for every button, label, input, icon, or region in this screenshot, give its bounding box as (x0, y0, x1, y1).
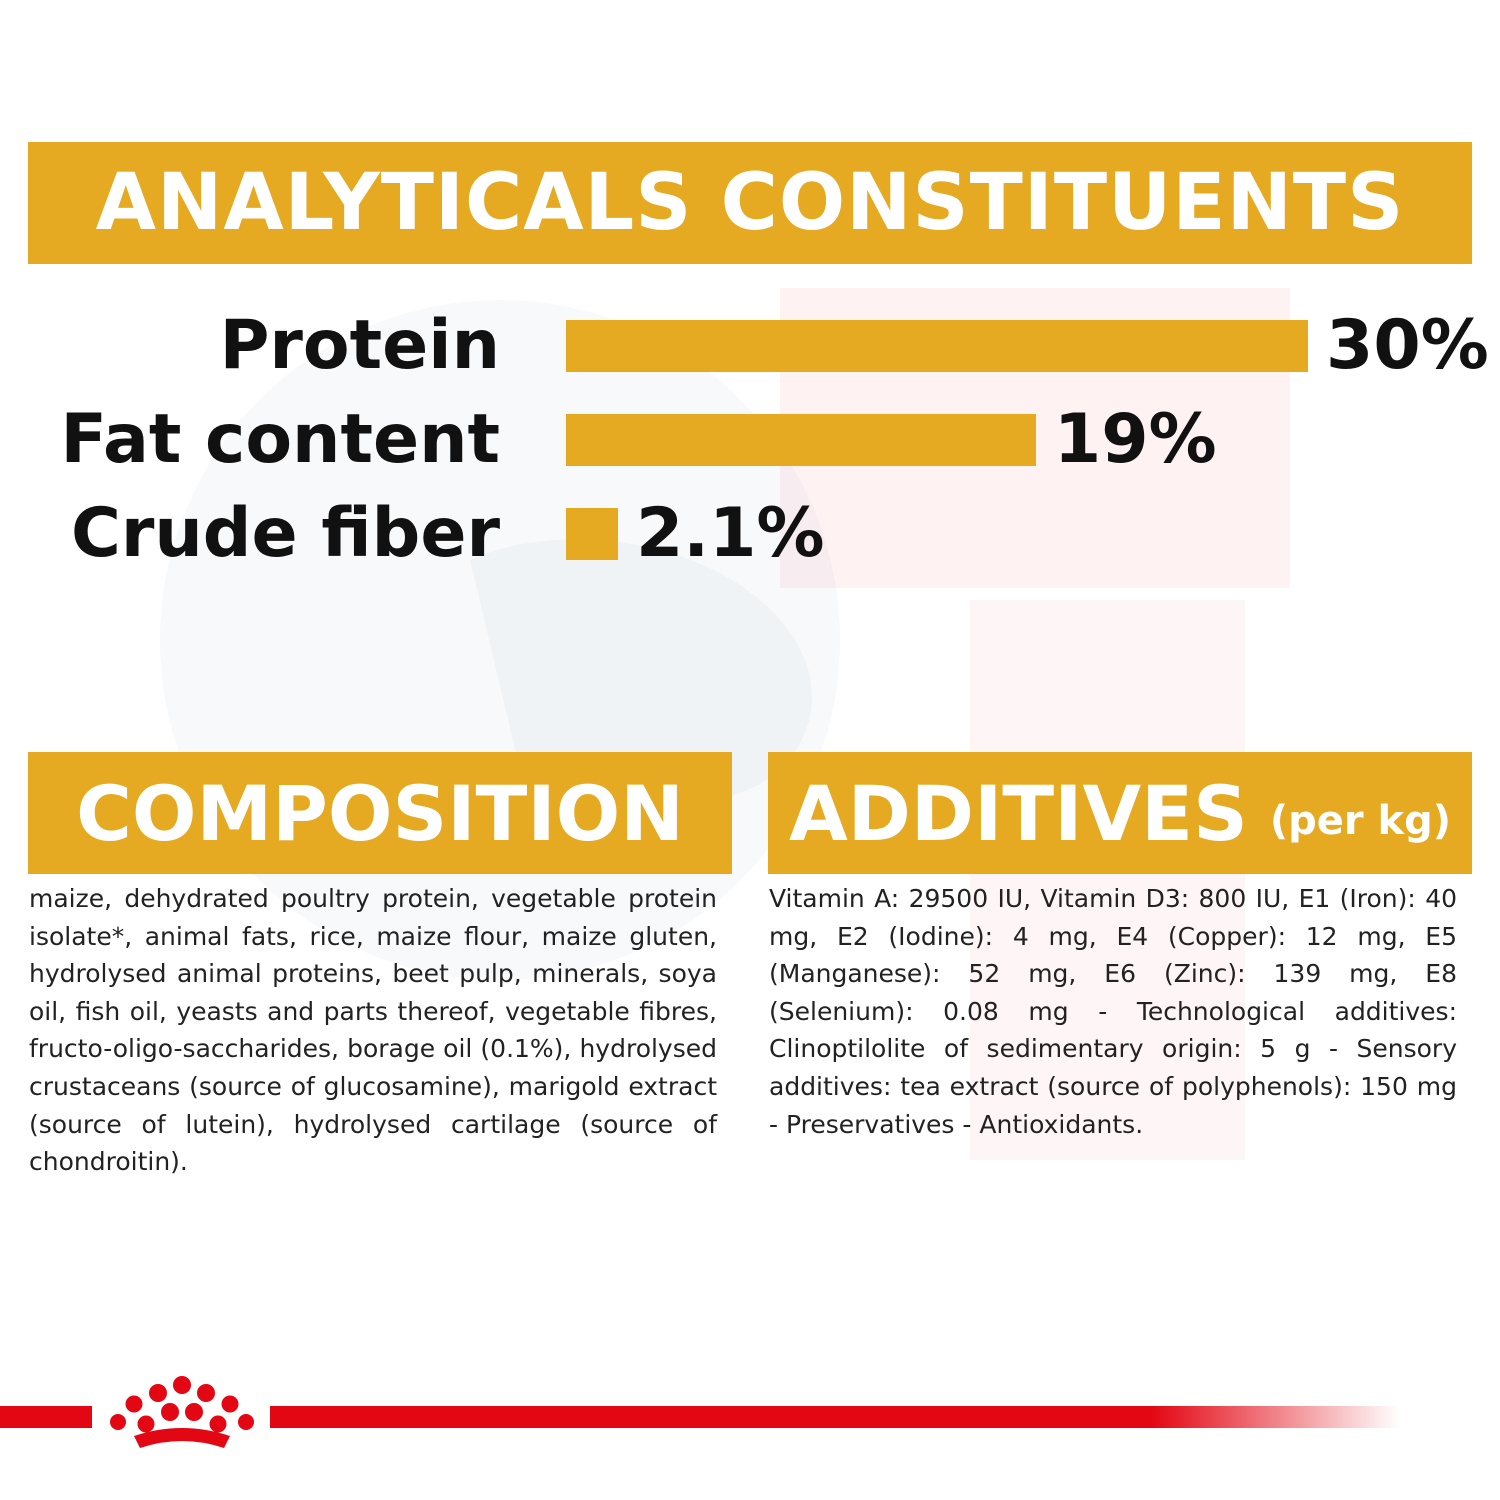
additives-banner: ADDITIVES (per kg) (768, 752, 1472, 874)
bar-value-label: 30% (1326, 306, 1489, 385)
additives-title-suffix: (per kg) (1269, 798, 1452, 844)
additives-title: ADDITIVES (788, 768, 1248, 858)
analytics-banner: ANALYTICALS CONSTITUENTS (28, 142, 1472, 264)
footer-red-line-left (0, 1406, 92, 1428)
bar (566, 320, 1308, 372)
bar (566, 414, 1036, 466)
footer-red-line-right (270, 1406, 1400, 1428)
bar-label: Protein (219, 306, 500, 385)
composition-title: COMPOSITION (76, 768, 684, 858)
bar-label: Crude fiber (70, 494, 500, 573)
bar-value-label: 19% (1053, 400, 1217, 479)
bar (566, 508, 618, 560)
composition-banner: COMPOSITION (28, 752, 732, 874)
bar-value-label: 2.1% (635, 494, 825, 573)
analytics-title: ANALYTICALS CONSTITUENTS (95, 158, 1405, 248)
royal-canin-crown-icon (110, 1376, 254, 1448)
additives-text: Vitamin A: 29500 IU, Vitamin D3: 800 IU,… (769, 884, 1457, 1139)
composition-text: maize, dehydrated poultry protein, veget… (29, 884, 717, 1177)
bar-label: Fat content (60, 400, 500, 479)
